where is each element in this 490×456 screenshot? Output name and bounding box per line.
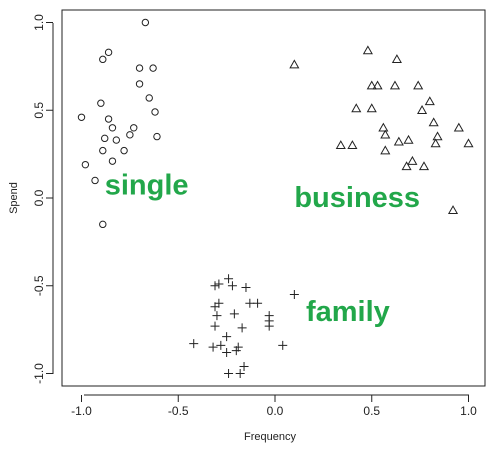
x-tick-label: -1.0: [71, 404, 92, 418]
business-point: [362, 45, 373, 55]
single-point: [135, 64, 144, 72]
business-point: [453, 122, 464, 132]
business-point: [378, 122, 389, 132]
y-axis-title: Spend: [8, 182, 20, 214]
business-point: [393, 136, 404, 146]
business-point: [289, 59, 300, 69]
business-point: [430, 138, 441, 148]
family-point: [233, 342, 243, 352]
business-point: [401, 161, 412, 171]
business-point: [407, 155, 418, 165]
family-point: [189, 339, 199, 349]
x-tick-label: 0.5: [363, 404, 380, 418]
family-point: [245, 298, 255, 308]
family-point: [264, 321, 274, 331]
plot-frame: [61, 9, 486, 387]
family-point: [224, 274, 234, 284]
business-point: [389, 80, 401, 90]
x-tick-label: 0.0: [267, 404, 284, 418]
family-point: [222, 332, 232, 342]
data-points: [77, 18, 474, 378]
single-point: [101, 134, 109, 143]
family-point: [241, 283, 251, 293]
single-point: [77, 113, 86, 121]
single-point: [108, 124, 117, 132]
y-tick-label: 0.0: [32, 189, 46, 206]
family-point: [214, 298, 224, 308]
single-point: [99, 55, 107, 64]
x-tick-label: 1.0: [460, 404, 477, 418]
family-point: [212, 311, 222, 321]
cluster-label-business: business: [294, 182, 420, 214]
family-point: [237, 323, 247, 333]
family-point: [210, 302, 220, 312]
business-point: [347, 140, 358, 150]
cluster-labels: single business family: [105, 169, 420, 327]
business-point: [463, 138, 474, 148]
single-point: [120, 146, 128, 155]
single-point: [97, 99, 105, 107]
family-point: [210, 281, 220, 291]
business-point: [428, 117, 439, 127]
y-tick-label: -0.5: [32, 275, 46, 296]
business-point: [380, 129, 391, 139]
y-tick-label: 0.5: [32, 102, 46, 119]
business-point: [417, 105, 428, 114]
business-point: [424, 96, 435, 106]
single-point: [112, 136, 121, 144]
y-tick-label: 1.0: [32, 14, 46, 31]
cluster-label-family: family: [306, 296, 390, 328]
x-tick-label: -0.5: [168, 404, 189, 418]
single-point: [145, 94, 153, 102]
single-point: [81, 160, 90, 169]
single-point: [153, 132, 161, 141]
family-point: [231, 346, 241, 356]
family-point: [278, 340, 288, 350]
single-point: [130, 124, 138, 132]
family-point: [222, 347, 232, 357]
single-point: [141, 18, 150, 27]
x-axis-title: Frequency: [244, 431, 296, 443]
family-point: [289, 290, 299, 300]
single-point: [149, 64, 157, 72]
family-point: [214, 279, 224, 289]
business-point: [391, 54, 402, 64]
family-point: [208, 342, 218, 352]
business-point: [418, 161, 430, 171]
business-point: [351, 103, 362, 113]
single-point: [135, 80, 144, 88]
single-point: [126, 131, 134, 139]
cluster-label-single: single: [105, 169, 189, 201]
single-point: [99, 146, 107, 155]
business-point: [403, 134, 414, 144]
family-point: [253, 298, 263, 308]
single-point: [99, 220, 107, 229]
single-point: [104, 48, 113, 57]
single-point: [108, 157, 117, 165]
y-axis: -1.0 -0.5 0.0 0.5 1.0: [32, 14, 54, 384]
business-point: [366, 103, 377, 113]
family-point: [239, 361, 249, 371]
business-point: [432, 131, 443, 141]
family-point: [224, 369, 234, 378]
family-point: [227, 281, 237, 291]
y-tick-label: -1.0: [32, 363, 46, 384]
business-point: [335, 140, 346, 150]
single-point: [91, 176, 99, 185]
business-point: [380, 145, 391, 155]
business-point: [413, 80, 424, 90]
business-point: [372, 80, 383, 90]
family-point: [235, 369, 245, 378]
business-point: [447, 205, 459, 214]
family-point: [216, 340, 226, 350]
x-axis: -1.0 -0.5 0.0 0.5 1.0: [71, 394, 477, 418]
family-point: [210, 321, 220, 331]
single-point: [151, 108, 159, 116]
business-point: [366, 80, 377, 90]
family-point: [229, 309, 239, 319]
single-point: [104, 115, 113, 123]
